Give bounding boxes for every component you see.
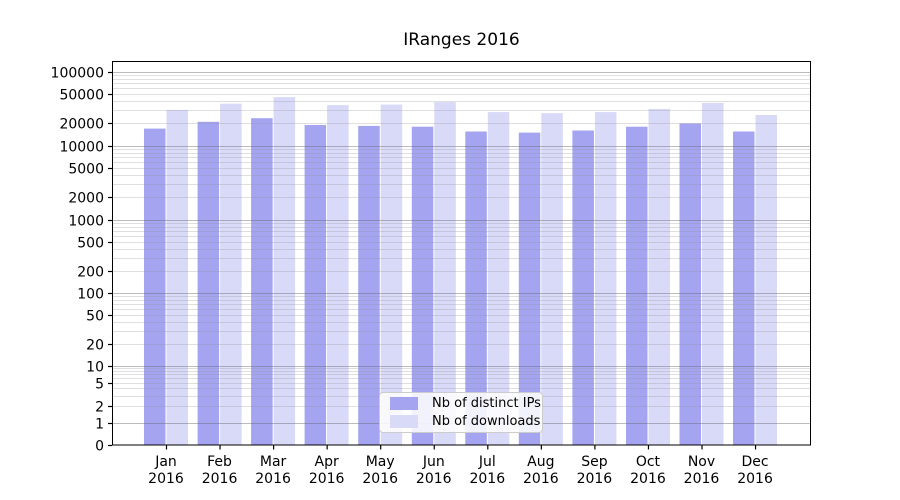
x-tick-label-month-jun-2016: Jun	[422, 454, 445, 470]
x-tick-label-month-nov-2016: Nov	[688, 454, 715, 470]
x-tick-label-month-oct-2016: Oct	[636, 454, 661, 470]
axes	[112, 61, 811, 446]
y-tick-label-100: 100	[77, 287, 104, 303]
bar-nb-of-downloads-jul-2016	[487, 112, 510, 445]
y-tick-label-1000: 1000	[68, 214, 104, 230]
x-tick-label-month-mar-2016: Mar	[260, 454, 287, 470]
bar-nb-of-downloads-mar-2016	[273, 97, 296, 445]
y-tick-label-500: 500	[77, 236, 104, 252]
x-tick-label-year-sep-2016: 2016	[577, 471, 613, 487]
bar-nb-of-distinct-ips-aug-2016	[518, 132, 541, 445]
bar-nb-of-downloads-jun-2016	[434, 102, 456, 445]
bar-nb-of-distinct-ips-jun-2016	[411, 126, 434, 445]
y-tick-label-5: 5	[95, 377, 104, 393]
y-ticks: 0 12 510 20 50 100 200 500 1000 2000 5000 10000 2000…	[51, 66, 112, 455]
bars	[144, 97, 777, 446]
x-tick-label-year-nov-2016: 2016	[684, 471, 720, 487]
y-tick-label-50000: 50000	[59, 88, 104, 104]
bar-nb-of-distinct-ips-oct-2016	[626, 126, 648, 445]
bar-nb-of-distinct-ips-sep-2016	[572, 130, 594, 445]
x-tick-label-month-apr-2016: Apr	[315, 454, 339, 470]
x-tick-label-year-feb-2016: 2016	[202, 471, 238, 487]
bar-nb-of-downloads-feb-2016	[220, 103, 242, 445]
y-tick-label-2: 2	[95, 400, 104, 416]
x-tick-label-month-aug-2016: Aug	[527, 454, 554, 470]
x-tick-label-month-sep-2016: Sep	[581, 454, 608, 470]
y-tick-label-0: 0	[95, 439, 104, 455]
x-tick-label-year-aug-2016: 2016	[523, 471, 559, 487]
y-tick-label-100000: 100000	[51, 66, 104, 82]
x-tick-label-month-may-2016: May	[366, 454, 395, 470]
x-tick-label-month-jul-2016: Jul	[478, 454, 496, 470]
bar-nb-of-downloads-sep-2016	[594, 112, 617, 445]
x-tick-label-year-may-2016: 2016	[362, 471, 398, 487]
legend: Nb of distinct IPs Nb of downloads	[379, 392, 543, 433]
bar-nb-of-distinct-ips-mar-2016	[251, 118, 273, 445]
x-tick-label-year-dec-2016: 2016	[737, 471, 773, 487]
y-tick-label-200: 200	[77, 265, 104, 281]
y-tick-label-10: 10	[86, 360, 104, 376]
x-tick-label-year-mar-2016: 2016	[255, 471, 291, 487]
x-tick-label-month-jan-2016: Jan	[154, 454, 177, 470]
bar-nb-of-distinct-ips-may-2016	[358, 125, 380, 446]
y-tick-label-20: 20	[86, 338, 104, 354]
plot-frame	[112, 61, 811, 446]
x-ticks: Jan2016Feb2016Mar2016Apr2016May2016Jun20…	[148, 445, 773, 487]
bar-nb-of-downloads-nov-2016	[702, 102, 724, 446]
y-tick-label-20000: 20000	[59, 117, 104, 133]
bar-nb-of-distinct-ips-dec-2016	[733, 131, 755, 445]
x-tick-label-year-jul-2016: 2016	[469, 471, 505, 487]
chart-title: IRanges 2016	[403, 30, 520, 50]
legend-entry-nb-of-downloads: Nb of downloads	[386, 414, 540, 429]
x-tick-label-month-dec-2016: Dec	[742, 454, 769, 470]
y-tick-label-5000: 5000	[68, 162, 104, 178]
bar-nb-of-downloads-oct-2016	[648, 108, 670, 446]
bar-nb-of-distinct-ips-nov-2016	[679, 123, 701, 446]
x-tick-label-year-apr-2016: 2016	[309, 471, 345, 487]
x-tick-label-year-jan-2016: 2016	[148, 471, 184, 487]
legend-label-nb-of-downloads: Nb of downloads	[432, 414, 541, 429]
x-tick-label-year-oct-2016: 2016	[630, 471, 666, 487]
legend-label-nb-of-distinct-ips: Nb of distinct IPs	[432, 396, 541, 411]
bar-nb-of-distinct-ips-jan-2016	[144, 128, 166, 445]
x-tick-label-month-feb-2016: Feb	[207, 454, 232, 470]
bar-nb-of-distinct-ips-feb-2016	[197, 121, 220, 446]
bar-nb-of-downloads-dec-2016	[755, 115, 777, 445]
legend-swatch-nb-of-distinct-ips	[390, 397, 418, 410]
bar-nb-of-downloads-jan-2016	[166, 109, 188, 446]
bar-nb-of-downloads-aug-2016	[541, 113, 563, 445]
bar-nb-of-distinct-ips-jul-2016	[465, 131, 487, 445]
y-tick-label-10000: 10000	[59, 140, 104, 156]
bar-nb-of-distinct-ips-apr-2016	[304, 125, 327, 445]
y-tick-label-2000: 2000	[68, 191, 104, 207]
legend-swatch-nb-of-downloads	[390, 415, 418, 428]
gridlines	[113, 72, 810, 424]
legend-entry-nb-of-distinct-ips: Nb of distinct IPs	[386, 396, 541, 411]
bar-nb-of-downloads-apr-2016	[327, 105, 349, 445]
y-tick-label-50: 50	[86, 309, 104, 325]
x-tick-label-year-jun-2016: 2016	[416, 471, 452, 487]
y-tick-label-1: 1	[95, 417, 104, 433]
bar-nb-of-downloads-may-2016	[380, 104, 403, 445]
